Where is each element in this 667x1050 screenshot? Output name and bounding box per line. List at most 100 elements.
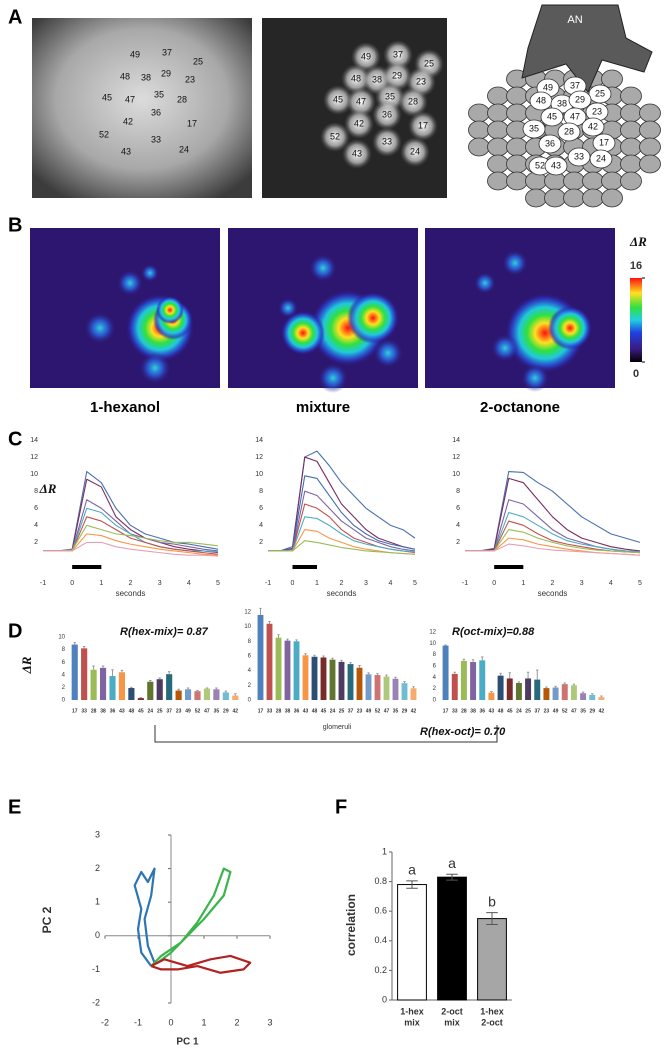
stimulus-bar [72, 565, 102, 569]
bar [580, 693, 587, 700]
glomerulus-label: 38 [141, 72, 151, 82]
x-tick-label: 3 [158, 580, 162, 587]
y-tick-label: 6 [433, 664, 437, 670]
bar [71, 644, 78, 700]
x-tick-label: 17 [258, 708, 264, 714]
x-tick-label: 25 [525, 708, 531, 714]
x-tick-label: 43 [489, 708, 495, 714]
error-bar [277, 634, 280, 638]
y-tick-label: 8 [259, 488, 263, 495]
error-bar [517, 681, 521, 683]
x-tick-label: 23 [357, 708, 363, 714]
glomerulus-label: 47 [125, 94, 135, 104]
glomerulus-label: 33 [574, 151, 584, 161]
glomerulus-cell [639, 103, 661, 123]
glomerulus-label: 35 [154, 89, 164, 99]
error-bar [481, 656, 484, 661]
x-tick-label: 24 [516, 708, 522, 714]
x-tick-label: 52 [375, 708, 381, 714]
bar [90, 669, 97, 700]
y-tick-label: 2 [62, 685, 66, 691]
glomerulus-label: 17 [599, 137, 609, 147]
y-tick-label: 12 [452, 454, 460, 461]
x-tick-label: 17 [72, 708, 78, 714]
glomerulus-cell [620, 154, 642, 174]
error-bar [572, 683, 576, 686]
y-tick-label: 0 [62, 698, 66, 704]
x-tick-label: 45 [507, 708, 513, 714]
error-bar [73, 642, 76, 645]
x-tick-label: 49 [366, 708, 372, 714]
glomerulus-cell [601, 188, 623, 208]
colorbar-tick-label: 0 [633, 368, 639, 380]
y-tick-label: 0 [248, 698, 252, 704]
x-tick-label: 29 [402, 708, 408, 714]
x-tick-label: 28 [461, 708, 467, 714]
x-axis-label: glomeruli [323, 724, 352, 731]
annotation: R(hex-oct)= 0.70 [420, 726, 506, 738]
glomerulus-label: 36 [151, 107, 161, 117]
error-bar [313, 654, 316, 657]
stimulus-bar [292, 565, 317, 569]
error-bar [120, 669, 124, 673]
x-tick-label: 49 [553, 708, 559, 714]
error-bar [340, 659, 343, 662]
glomerulus-label: 29 [392, 70, 402, 80]
trace [465, 543, 641, 556]
y-tick-label: 6 [34, 505, 38, 512]
bar [266, 623, 273, 700]
glomerulus-label: 36 [382, 109, 392, 119]
identified-glomerulus [589, 149, 613, 169]
x-axis-label: seconds [116, 589, 146, 598]
y-tick-label: 12 [244, 610, 251, 616]
y-tick-label: 12 [255, 454, 263, 461]
bar [442, 645, 449, 700]
glomerulus-label: 25 [595, 88, 605, 98]
x-tick-label: 25 [339, 708, 345, 714]
x-tick-label: 24 [330, 708, 336, 714]
y-tick-label: 10 [255, 471, 263, 478]
trace [150, 867, 232, 967]
glomerulus-label: 52 [330, 131, 340, 141]
bar [175, 690, 182, 700]
activity-blob [281, 311, 325, 355]
error-bar [453, 671, 456, 674]
colorbar-tick-label: 16 [630, 260, 642, 272]
bar [109, 676, 116, 700]
y-tick-label: 0 [382, 994, 387, 1004]
panel-label: A [8, 6, 22, 28]
error-bar [259, 607, 262, 615]
glomerulus-label: 37 [570, 80, 580, 90]
glomerulus-glow [344, 109, 374, 139]
bar [213, 689, 220, 700]
glomerulus-label: 38 [557, 98, 567, 108]
y-tick-label: 4 [34, 522, 38, 529]
error-bar [554, 685, 557, 688]
bar [356, 667, 363, 700]
glomerulus-cell [506, 103, 528, 123]
y-tick-label: 8 [62, 647, 66, 653]
x-tick-label: 3 [267, 1017, 272, 1027]
x-tick-label: 28 [91, 708, 97, 714]
bar [401, 683, 408, 700]
x-tick-label: 29 [223, 708, 229, 714]
x-tick-label: 1 [521, 580, 525, 587]
y-axis-label: PC 2 [40, 906, 54, 933]
glomerulus-label: 36 [545, 138, 555, 148]
x-tick-label: 47 [204, 708, 210, 714]
bar [184, 689, 192, 700]
activity-blob [521, 364, 549, 392]
activity-blob [373, 338, 403, 368]
significance-letter: a [408, 862, 416, 878]
trace [268, 475, 416, 552]
glomerulus-cell [487, 154, 509, 174]
glomerulus-label: 37 [162, 47, 172, 57]
bar [222, 692, 229, 700]
error-bar [385, 674, 388, 677]
activity-blob [139, 352, 171, 384]
x-tick-label: 43 [119, 708, 125, 714]
error-bar [563, 682, 566, 685]
activity-blob [156, 296, 184, 324]
y-tick-label: -1 [92, 964, 100, 974]
glomerulus-label: 17 [187, 118, 197, 128]
